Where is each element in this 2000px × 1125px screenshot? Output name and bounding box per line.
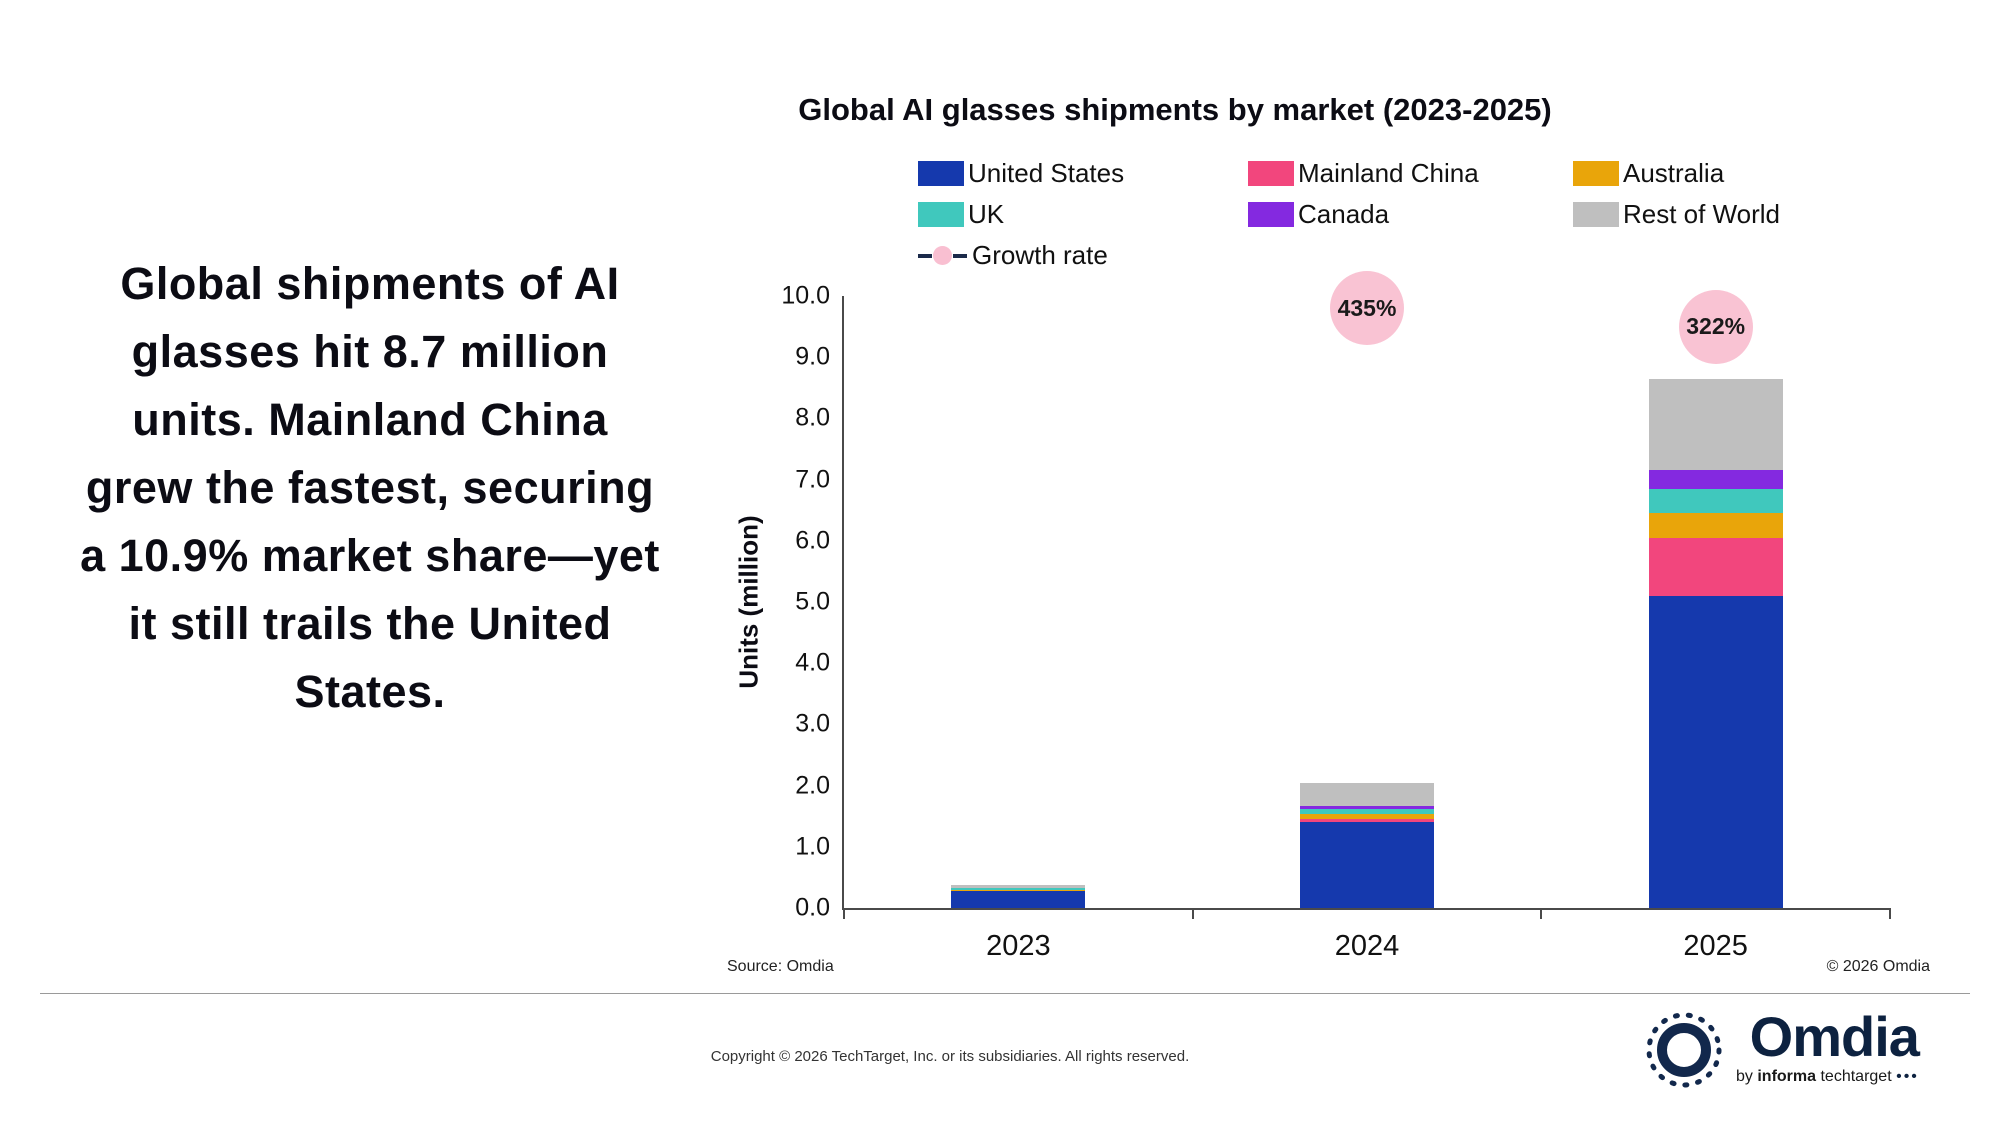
bar-segment-rest-of-world [1300, 782, 1434, 806]
x-category-label: 2023 [986, 930, 1051, 962]
legend-label: Rest of World [1623, 199, 1781, 229]
legend-label: United States [968, 158, 1125, 188]
tagline-informa: informa [1757, 1068, 1817, 1085]
x-tick-mark [1191, 908, 1194, 919]
y-tick-label: 4.0 [795, 648, 830, 677]
legend-item-united-states: United States [918, 158, 1248, 189]
y-tick-label: 5.0 [795, 587, 830, 616]
source-note: Source: Omdia [727, 958, 834, 975]
bar-segment-united-states [1300, 822, 1434, 908]
bar-segment-australia [1648, 513, 1783, 538]
bar-segment-canada [951, 887, 1086, 889]
bar-segment-mainland-china [1648, 537, 1783, 596]
legend-item-australia: Australia [1573, 158, 1780, 189]
y-tick-label: 1.0 [795, 832, 830, 861]
plot-area: 0.0 1.0 2.0 3.0 4.0 5.0 6.0 7.0 8.0 9.0 10.0 2023 20… [781, 271, 1891, 962]
bar-segment-united-states [951, 891, 1086, 908]
x-tick-mark [1889, 908, 1891, 919]
legend-swatch [1248, 161, 1294, 186]
legend-label: Mainland China [1298, 158, 1479, 188]
x-tick-mark [1540, 908, 1543, 919]
growth-rate-marker-icon [918, 246, 968, 265]
footer-divider [40, 993, 1970, 994]
bar-segment-mainland-china [951, 890, 1086, 892]
tagline-techtarget: techtarget [1820, 1068, 1892, 1085]
bar-segment-canada [1300, 805, 1434, 810]
growth-rate-bubble: 435% [1330, 271, 1404, 346]
y-tick-label: 2.0 [795, 771, 830, 800]
omdia-logo-icon [1646, 1012, 1722, 1088]
chart-legend: United States Mainland China Australia UK Ca… [918, 158, 1780, 271]
y-tick-label: 9.0 [795, 342, 830, 371]
legend-swatch [918, 161, 964, 186]
legend-swatch [1248, 202, 1294, 227]
legend-label: Canada [1298, 199, 1390, 229]
omdia-wordmark: Omdia [1749, 1005, 1920, 1068]
y-axis-label: Units (million) [733, 515, 764, 689]
y-tick-label: 8.0 [795, 403, 830, 432]
chart-title: Global AI glasses shipments by market (2… [798, 92, 1552, 127]
footer-copyright: Copyright © 2026 TechTarget, Inc. or its… [710, 1048, 1190, 1065]
y-tick-label: 0.0 [795, 893, 830, 922]
tagline-by: by [1736, 1068, 1753, 1085]
bar-segment-rest-of-world [1648, 378, 1783, 471]
legend-item-canada: Canada [1248, 199, 1573, 230]
bar-segment-australia [951, 889, 1086, 891]
chart-copyright: © 2026 Omdia [1826, 958, 1930, 975]
bar-segment-uk [951, 888, 1086, 890]
headline-text: Global shipments of AI glasses hit 8.7 m… [80, 258, 660, 717]
legend-label: Australia [1623, 158, 1725, 188]
x-category-label: 2025 [1683, 930, 1748, 962]
tagline-dots: ••• [1896, 1068, 1919, 1085]
growth-rate-bubble: 322% [1678, 289, 1753, 364]
omdia-logo: Omdia by informa techtarget ••• [1642, 1005, 1920, 1092]
bar-segment-uk [1300, 809, 1434, 815]
omdia-tagline: by informa techtarget ••• [1736, 1068, 1919, 1086]
bar-segment-canada [1648, 470, 1783, 489]
y-tick-label: 6.0 [795, 526, 830, 555]
legend-item-mainland-china: Mainland China [1248, 158, 1573, 189]
x-category-label: 2024 [1334, 930, 1400, 962]
bar-segment-australia [1300, 814, 1434, 820]
legend-item-rest-of-world: Rest of World [1573, 199, 1780, 230]
y-tick-label: 10.0 [781, 281, 830, 310]
y-tick-label: 7.0 [795, 465, 830, 494]
bar-segment-mainland-china [1300, 819, 1434, 823]
x-tick-mark [843, 908, 845, 919]
legend-label: UK [968, 199, 1005, 229]
y-tick-label: 3.0 [795, 709, 830, 738]
legend-swatch [918, 202, 964, 227]
bar-segment-rest-of-world [951, 884, 1086, 888]
legend-item-uk: UK [918, 199, 1248, 230]
legend-swatch [1573, 202, 1619, 227]
legend-item-growth-rate: Growth rate [918, 240, 1248, 271]
bar-segment-uk [1648, 488, 1783, 514]
legend-label: Growth rate [972, 240, 1108, 270]
legend-swatch [1573, 161, 1619, 186]
bar-segment-united-states [1648, 595, 1783, 908]
omdia-logo-text: Omdia by informa techtarget ••• [1736, 1005, 1920, 1086]
